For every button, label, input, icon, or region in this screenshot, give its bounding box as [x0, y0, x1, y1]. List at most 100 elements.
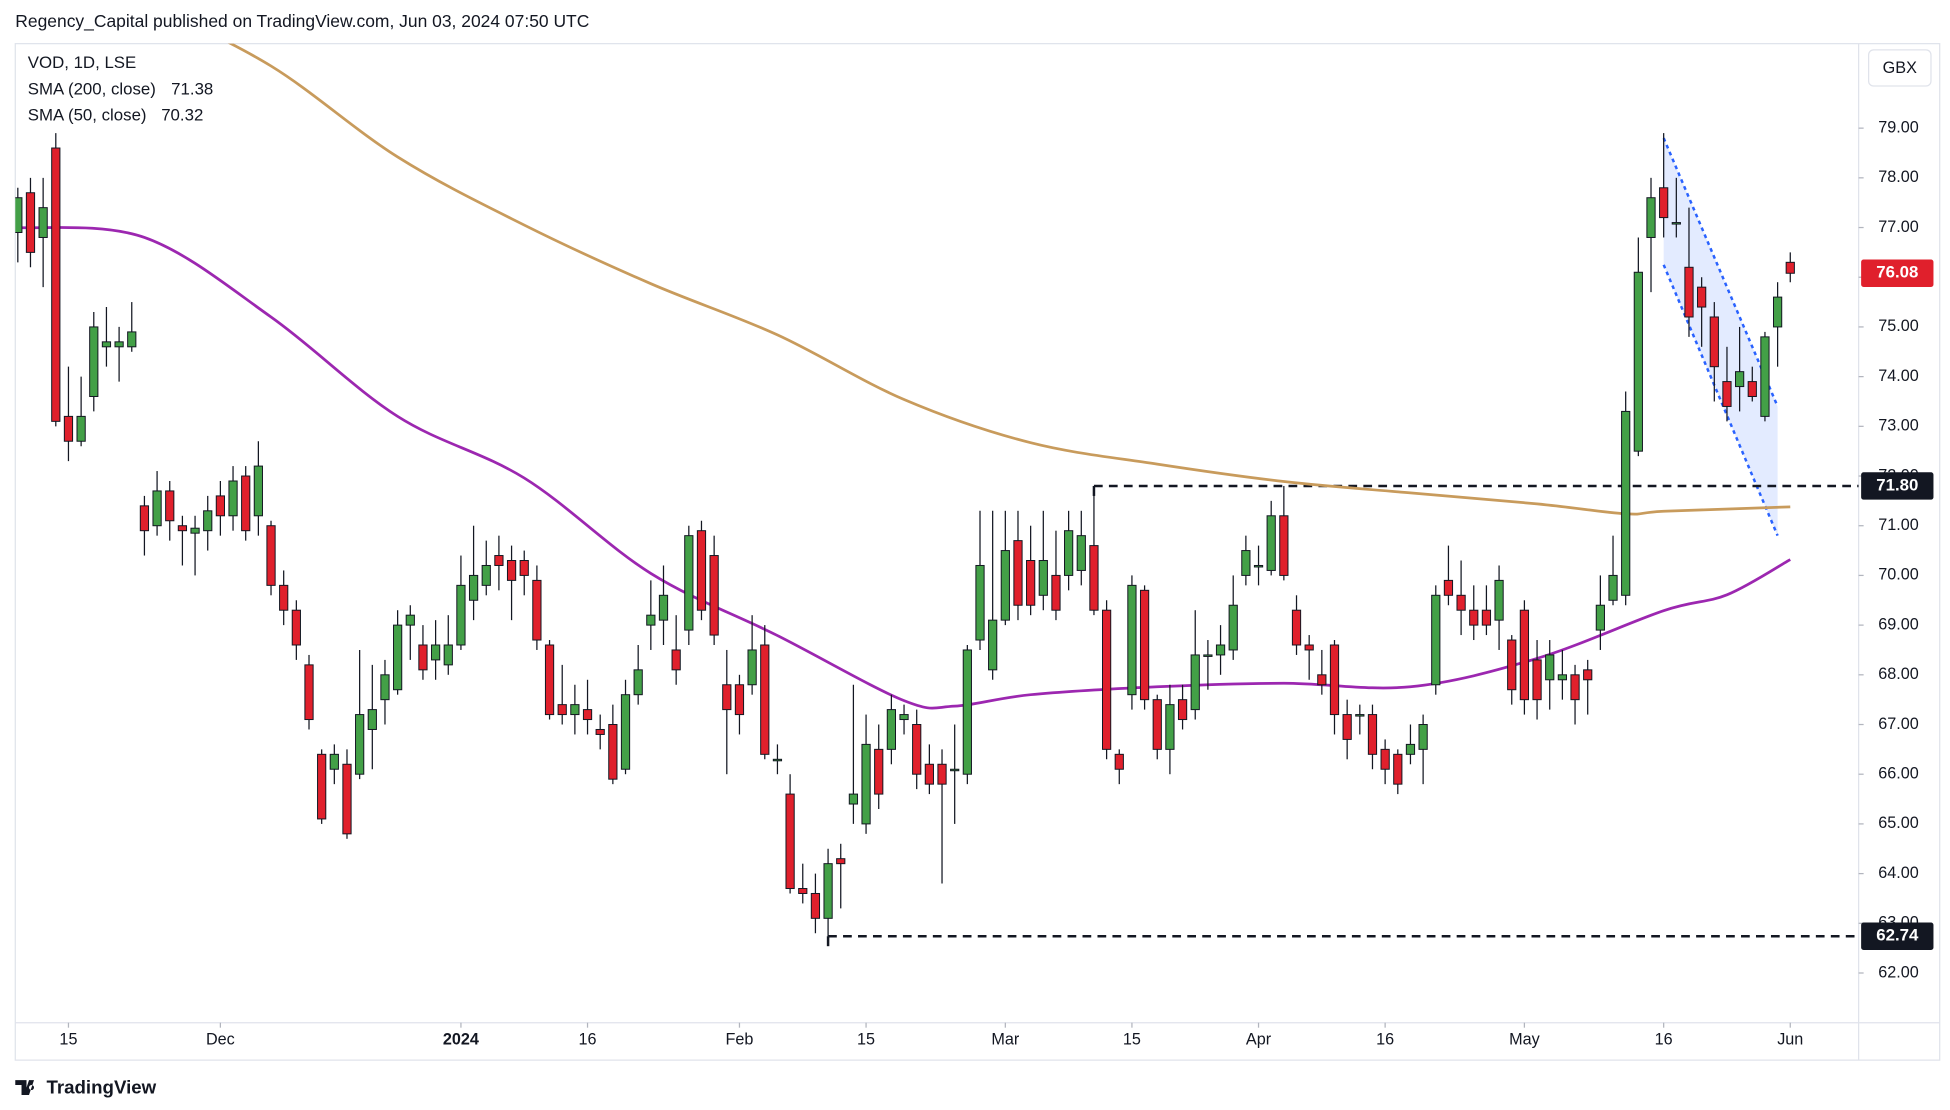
candle-body	[1443, 579, 1454, 596]
y-tick-label: 70.00	[1878, 566, 1919, 584]
x-tick-label: May	[1509, 1030, 1541, 1048]
candle-body	[393, 624, 403, 691]
currency-label[interactable]: GBX	[1883, 59, 1917, 77]
x-tick-label: Apr	[1246, 1030, 1272, 1048]
candle-body	[1203, 654, 1213, 657]
candle-body	[1709, 316, 1719, 368]
candle-body	[177, 525, 188, 532]
y-tick-label: 73.00	[1878, 417, 1919, 435]
last-price-label: 76.08	[1876, 263, 1918, 282]
candle-body	[1507, 639, 1517, 691]
candle-body	[317, 753, 327, 820]
candle-body	[1367, 714, 1378, 755]
candle-body	[823, 863, 833, 919]
candle-body	[1051, 574, 1061, 611]
candle-body	[253, 465, 263, 517]
sma200-value: 71.38	[171, 79, 213, 98]
candle-body	[1456, 594, 1466, 611]
candle-body	[722, 684, 732, 711]
sma50-value: 70.32	[161, 105, 203, 124]
candle-body	[696, 530, 707, 611]
symbol-legend: VOD, 1D, LSE	[28, 53, 137, 72]
candle-body	[1304, 644, 1314, 651]
candle-body	[127, 331, 137, 348]
sma50-legend: SMA (50, close)	[28, 105, 147, 124]
candle-body	[1469, 609, 1479, 626]
candle-body	[266, 525, 276, 586]
candle-body	[1026, 560, 1036, 606]
x-tick-label: Mar	[991, 1030, 1020, 1048]
candle-body	[1076, 535, 1086, 571]
candle-body	[1342, 714, 1352, 740]
candle-body	[1519, 609, 1530, 701]
axes: 79.0078.0077.0076.0075.0074.0073.0072.00…	[59, 118, 1934, 1048]
candle-body	[1785, 261, 1795, 274]
candle-body	[620, 694, 631, 770]
candle-body	[836, 858, 846, 865]
candle-body	[443, 644, 453, 666]
candle-body	[1393, 753, 1403, 785]
candle-body	[1177, 699, 1188, 721]
candle-body	[101, 341, 112, 348]
candle-body	[684, 535, 694, 631]
candle-body	[1557, 674, 1567, 681]
y-tick-label: 78.00	[1878, 168, 1919, 186]
candle-body	[367, 709, 377, 730]
candle-body	[1215, 644, 1226, 656]
candle-body	[1038, 560, 1048, 596]
candle-body	[380, 674, 390, 701]
level-label: 71.80	[1876, 475, 1918, 494]
candle-body	[874, 748, 884, 795]
candle-body	[1633, 271, 1643, 452]
candle-body	[1000, 550, 1010, 621]
sma200-legend: SMA (200, close)	[28, 79, 156, 98]
candle-body	[430, 644, 441, 661]
candle-body	[1747, 381, 1757, 398]
candle-body	[152, 490, 162, 527]
candle-body	[1532, 659, 1542, 701]
candle-body	[760, 644, 770, 755]
candle-body	[1494, 579, 1504, 621]
wedge-line	[1662, 137, 1779, 407]
candle-body	[810, 892, 821, 919]
level-box	[1861, 472, 1934, 500]
candle-body	[304, 664, 314, 721]
candle-body	[1152, 699, 1162, 750]
candle-body	[988, 619, 998, 671]
candle-body	[1013, 540, 1023, 606]
candle-body	[355, 714, 365, 775]
candle-body	[506, 560, 517, 581]
candle-body	[1405, 743, 1416, 755]
candle-body	[912, 724, 922, 775]
wedge-fill	[1663, 138, 1778, 536]
candle-body	[1659, 187, 1669, 219]
publish-header: Regency_Capital published on TradingView…	[15, 11, 589, 32]
sma-line	[227, 43, 1791, 516]
candle-body	[671, 649, 681, 671]
candle-body	[1064, 530, 1074, 576]
x-tick-label: Feb	[725, 1030, 753, 1048]
candle-body	[734, 684, 745, 716]
plot-area	[15, 43, 1859, 947]
candle-body	[1431, 594, 1441, 686]
level-label: 62.74	[1876, 926, 1919, 945]
candle-body	[646, 614, 656, 626]
candle-body	[1317, 674, 1327, 686]
candle-body	[658, 594, 669, 621]
candle-body	[1165, 704, 1175, 750]
y-tick-label: 64.00	[1878, 864, 1919, 882]
candle-body	[924, 763, 934, 785]
candle-body	[1671, 222, 1681, 225]
y-tick-label: 75.00	[1878, 317, 1919, 335]
currency-button[interactable]	[1867, 49, 1932, 87]
candle-body	[1481, 609, 1492, 626]
candle-body	[241, 475, 251, 532]
candle-body	[456, 584, 466, 646]
candle-body	[570, 704, 580, 716]
footer-brand: TradingView	[46, 1077, 156, 1098]
candle-body	[519, 560, 529, 576]
candle-body	[975, 564, 985, 641]
candle-body	[772, 758, 783, 762]
candle-body	[861, 743, 871, 825]
x-tick-label: 16	[1655, 1030, 1673, 1048]
